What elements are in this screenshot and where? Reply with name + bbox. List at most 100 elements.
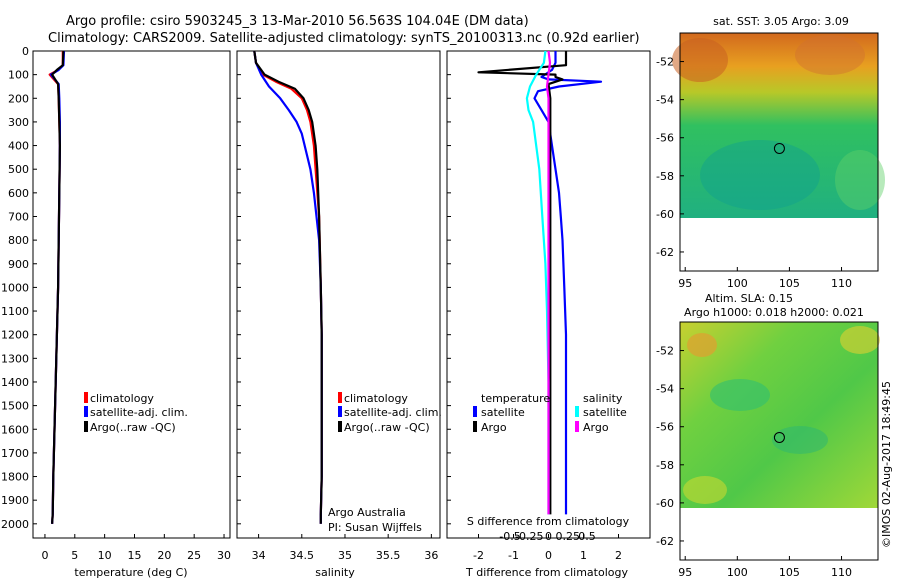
legend-title-salinity: salinity: [583, 392, 623, 405]
legend-title-temperature: temperature: [481, 392, 550, 405]
legend-swatch-s-argo: [575, 421, 579, 432]
depth-tick-label: 1600: [1, 423, 29, 436]
x-tick-label: 0: [41, 549, 48, 562]
sla-float-marker: [773, 431, 785, 443]
legend-swatch-satellite: [338, 406, 342, 417]
sla-map-panel: Altim. SLA: 0.15 Argo h1000: 0.018 h2000…: [656, 292, 880, 579]
x-tick-label: 15: [127, 549, 141, 562]
map-y-tick-label: -58: [656, 170, 674, 183]
depth-tick-label: 1100: [1, 305, 29, 318]
sst-float-marker: [773, 142, 785, 154]
legend-swatch-climatology: [338, 392, 342, 403]
depth-tick-label: 500: [8, 163, 29, 176]
title-line-2: Climatology: CARS2009. Satellite-adjuste…: [48, 31, 640, 46]
sla-low-patch: [710, 379, 770, 411]
legend-swatch-satellite: [84, 406, 88, 417]
map-x-tick-label: 100: [727, 566, 748, 579]
map-y-tick-label: -52: [656, 345, 674, 358]
x-tick-label: 34.5: [290, 549, 315, 562]
map-y-tick-label: -54: [656, 94, 674, 107]
depth-tick-label: 1500: [1, 400, 29, 413]
temperature-xlabel: temperature (deg C): [74, 566, 187, 579]
series-line: [525, 51, 550, 515]
salinity-x-axis: 34 34.5 35 35.5 36: [252, 534, 438, 562]
legend-swatch-s-satellite: [575, 406, 579, 417]
salinity-panel: 34 34.5 35 35.5 36 salinity climatology sate…: [236, 50, 442, 579]
legend-label-argo: Argo(..raw -QC): [90, 421, 176, 434]
x-tick-label: 0: [545, 549, 552, 562]
x-tick-label: 35: [338, 549, 352, 562]
depth-tick-label: 1700: [1, 447, 29, 460]
t-diff-xlabel: T difference from climatology: [465, 566, 628, 579]
depth-tick-label: 1300: [1, 352, 29, 365]
depth-tick-label: 1200: [1, 329, 29, 342]
x-tick-label: 2: [615, 549, 622, 562]
temperature-legend: climatology satellite-adj. clim. Argo(..…: [84, 392, 188, 434]
map-x-tick-label: 110: [831, 566, 852, 579]
top-tick-label: 0.25: [556, 530, 581, 543]
salinity-legend: climatology satellite-adj. clim. Argo(..…: [338, 392, 442, 434]
series-line: [477, 51, 568, 515]
depth-tick-label: 100: [8, 69, 29, 82]
legend-swatch-climatology: [84, 392, 88, 403]
legend-label-satellite: satellite-adj. clim.: [90, 406, 188, 419]
map-y-tick-label: -56: [656, 421, 674, 434]
sla-high-patch-2: [840, 326, 880, 354]
legend-swatch-t-argo: [473, 421, 477, 432]
depth-tick-label: 800: [8, 234, 29, 247]
temperature-plot-frame: [32, 50, 231, 539]
legend-swatch-argo: [84, 421, 88, 432]
sla-high-patch-3: [683, 476, 727, 504]
map-x-tick-label: 105: [779, 566, 800, 579]
salinity-y-ticks: [237, 50, 241, 525]
legend-label-s-satellite: satellite: [583, 406, 627, 419]
map-y-tick-label: -62: [656, 246, 674, 259]
sst-light-patch: [835, 150, 885, 210]
float-owner: Argo Australia: [328, 506, 406, 519]
depth-tick-label: 200: [8, 92, 29, 105]
x-tick-label: 35.5: [376, 549, 401, 562]
depth-tick-label: 1900: [1, 494, 29, 507]
sst-warm-patch-2: [795, 35, 865, 75]
depth-tick-label: 1400: [1, 376, 29, 389]
legend-label-satellite: satellite-adj. clim.: [344, 406, 442, 419]
legend-label-climatology: climatology: [90, 392, 154, 405]
top-tick-label: -0.25: [515, 530, 543, 543]
map-y-tick-label: -60: [656, 208, 674, 221]
top-tick-label: 0: [545, 530, 552, 543]
top-tick-label: -0.5: [499, 530, 520, 543]
x-tick-label: 5: [71, 549, 78, 562]
series-line: [545, 51, 552, 515]
s-diff-title: S difference from climatology: [467, 515, 630, 528]
sla-low-patch-2: [772, 426, 828, 454]
map-y-tick-label: -60: [656, 497, 674, 510]
sst-map-panel: sat. SST: 3.05 Argo: 3.09 95 100 105 110 -52…: [656, 15, 885, 290]
sst-map-title: sat. SST: 3.05 Argo: 3.09: [713, 15, 849, 28]
depth-tick-label: 2000: [1, 518, 29, 531]
difference-series: [477, 51, 603, 515]
sst-map-axes: 95 100 105 110 -52 -54 -56 -58 -60 -62: [656, 56, 852, 290]
legend-swatch-argo: [338, 421, 342, 432]
depth-tick-label: 400: [8, 140, 29, 153]
legend-label-t-satellite: satellite: [481, 406, 525, 419]
map-x-tick-label: 110: [831, 277, 852, 290]
x-tick-label: -2: [473, 549, 484, 562]
legend-label-t-argo: Argo: [481, 421, 507, 434]
x-tick-label: 30: [217, 549, 231, 562]
x-tick-label: 10: [98, 549, 112, 562]
principal-investigator: PI: Susan Wijffels: [328, 521, 422, 534]
difference-legend: temperature salinity satellite Argo sate…: [473, 392, 627, 434]
x-tick-label: 25: [187, 549, 201, 562]
series-line: [533, 51, 603, 515]
title-line-1: Argo profile: csiro 5903245_3 13-Mar-201…: [66, 14, 529, 29]
temperature-panel: 0100200300400500600700800900100011001200…: [1, 45, 231, 579]
x-tick-label: 1: [580, 549, 587, 562]
legend-label-s-argo: Argo: [583, 421, 609, 434]
top-tick-label: 0.5: [578, 530, 596, 543]
sst-warm-patch: [672, 38, 728, 82]
map-y-tick-label: -54: [656, 383, 674, 396]
map-x-tick-label: 95: [678, 566, 692, 579]
map-x-tick-label: 95: [678, 277, 692, 290]
legend-swatch-t-satellite: [473, 406, 477, 417]
sst-cool-patch: [700, 140, 820, 210]
